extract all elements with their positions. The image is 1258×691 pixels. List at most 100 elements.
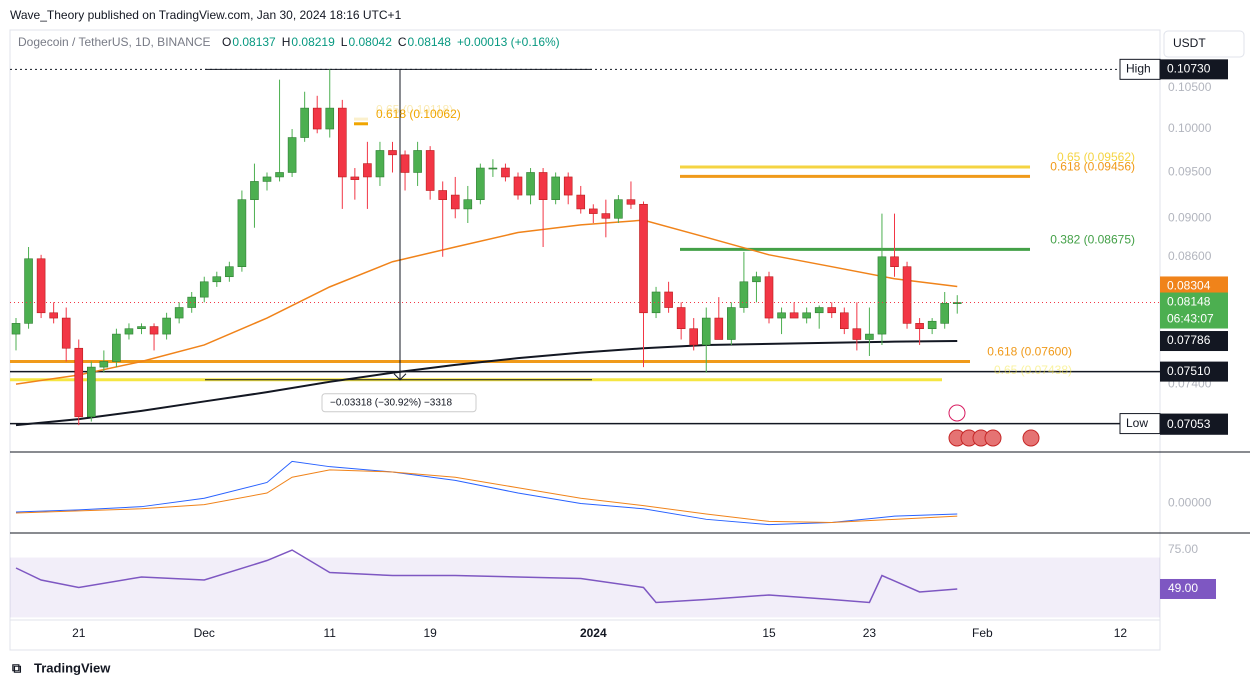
macd-zero-label: 0.00000 xyxy=(1168,496,1212,510)
candle-body xyxy=(275,172,284,178)
candle-body xyxy=(877,256,887,335)
change: +0.00013 (+0.16%) xyxy=(457,35,560,49)
footer: TradingView xyxy=(34,660,111,675)
price-tag-text: 0.08148 xyxy=(1167,295,1211,309)
candle-body xyxy=(526,172,535,196)
ohlc-value: 0.08219 xyxy=(291,35,335,49)
candle-body xyxy=(814,307,824,314)
measure-arrow xyxy=(393,373,407,381)
level-name: High xyxy=(1126,62,1151,76)
level-name: Low xyxy=(1126,416,1148,430)
publisher: Wave_Theory published on TradingView.com… xyxy=(10,8,402,22)
candle-body xyxy=(576,194,586,210)
event-icon[interactable] xyxy=(948,404,966,422)
ohlc-value: 0.08137 xyxy=(232,35,276,49)
candle-body xyxy=(61,317,71,349)
candle-body xyxy=(225,266,234,278)
price-tag-text: 0.07053 xyxy=(1167,417,1211,431)
candle-body xyxy=(350,176,360,180)
y-tick-label: 0.09000 xyxy=(1168,210,1212,224)
price-tag xyxy=(1160,292,1228,329)
x-tick-label: 23 xyxy=(863,626,877,640)
candle-body xyxy=(187,296,196,308)
candle-body xyxy=(588,208,598,214)
candle-body xyxy=(325,107,335,130)
candle-body xyxy=(174,307,184,319)
candle-body xyxy=(375,150,385,178)
event-icons xyxy=(948,404,1040,447)
x-tick-label: 15 xyxy=(762,626,776,640)
event-icon[interactable] xyxy=(1022,429,1040,447)
macd-line xyxy=(15,460,958,526)
candle-body xyxy=(287,137,297,173)
candle-body xyxy=(337,107,347,178)
candle-body xyxy=(538,172,548,200)
candle-body xyxy=(74,347,84,418)
candle-body xyxy=(902,266,912,324)
event-icon[interactable] xyxy=(984,429,1002,447)
candle-body xyxy=(739,281,749,308)
candle-body xyxy=(551,176,560,200)
fib-label: 0.65 (0.09562) xyxy=(1057,150,1135,164)
candle-body xyxy=(827,307,837,314)
candle-body xyxy=(149,326,159,335)
candle-body xyxy=(388,150,397,156)
candle-body xyxy=(501,167,510,178)
candle-body xyxy=(262,176,272,182)
candle-body xyxy=(476,167,485,200)
candle-body xyxy=(890,256,899,267)
candle-body xyxy=(87,366,96,418)
measure-label: −0.03318 (−30.92%) −3318 xyxy=(330,397,452,408)
candle-body xyxy=(425,150,435,191)
rsi-tag xyxy=(1160,578,1216,599)
price-tag-text: 0.07510 xyxy=(1167,364,1211,378)
price-tag xyxy=(1160,59,1228,80)
candle-body xyxy=(400,154,410,173)
candle-body xyxy=(488,167,498,170)
symbol: Dogecoin / TetherUS, 1D, BINANCE xyxy=(18,35,211,49)
ohlc-key: L xyxy=(341,35,348,49)
candle-body xyxy=(777,312,786,319)
candle-body xyxy=(11,323,21,335)
candle-body xyxy=(764,276,774,319)
candle-body xyxy=(438,190,448,200)
x-tick-label: 12 xyxy=(1114,626,1128,640)
currency[interactable]: USDT xyxy=(1173,36,1206,50)
candle-body xyxy=(199,281,209,298)
footer-logo: ⧉ xyxy=(12,660,22,675)
y-tick-label: 0.08600 xyxy=(1168,249,1212,263)
x-tick-label: Dec xyxy=(194,626,215,640)
candle-body xyxy=(563,176,573,196)
rsi-line xyxy=(15,549,958,604)
candle-body xyxy=(852,328,862,340)
candle-body xyxy=(601,213,611,219)
fib-label: 0.618 (0.09456) xyxy=(1050,160,1135,174)
candle-body xyxy=(701,317,711,346)
candle-body xyxy=(237,199,247,267)
candle-body xyxy=(651,291,661,314)
candle-body xyxy=(940,303,950,324)
rsi-tick-label: 75.00 xyxy=(1168,542,1198,556)
candle-body xyxy=(839,312,849,330)
candle-body xyxy=(614,199,623,219)
candle-body xyxy=(99,361,109,368)
candle-body xyxy=(463,199,473,210)
price-tag-text: 0.08304 xyxy=(1167,279,1211,293)
candle-body xyxy=(49,312,58,319)
candle-body xyxy=(714,317,724,340)
currency-button[interactable] xyxy=(1163,30,1245,58)
price-tag-text: 0.07786 xyxy=(1167,333,1211,347)
x-tick-label: 2024 xyxy=(580,626,607,640)
rsi-tag-text: 49.00 xyxy=(1168,581,1198,595)
candle-body xyxy=(802,312,811,319)
candle-body xyxy=(952,302,962,304)
candle-body xyxy=(915,323,924,330)
price-tag-text: 0.10730 xyxy=(1167,62,1211,76)
candle-body xyxy=(676,307,686,330)
moving-average xyxy=(15,219,958,385)
measure-box xyxy=(321,393,477,413)
countdown: 06:43:07 xyxy=(1167,312,1214,326)
candle-body xyxy=(727,307,736,340)
candle-body xyxy=(664,291,673,308)
